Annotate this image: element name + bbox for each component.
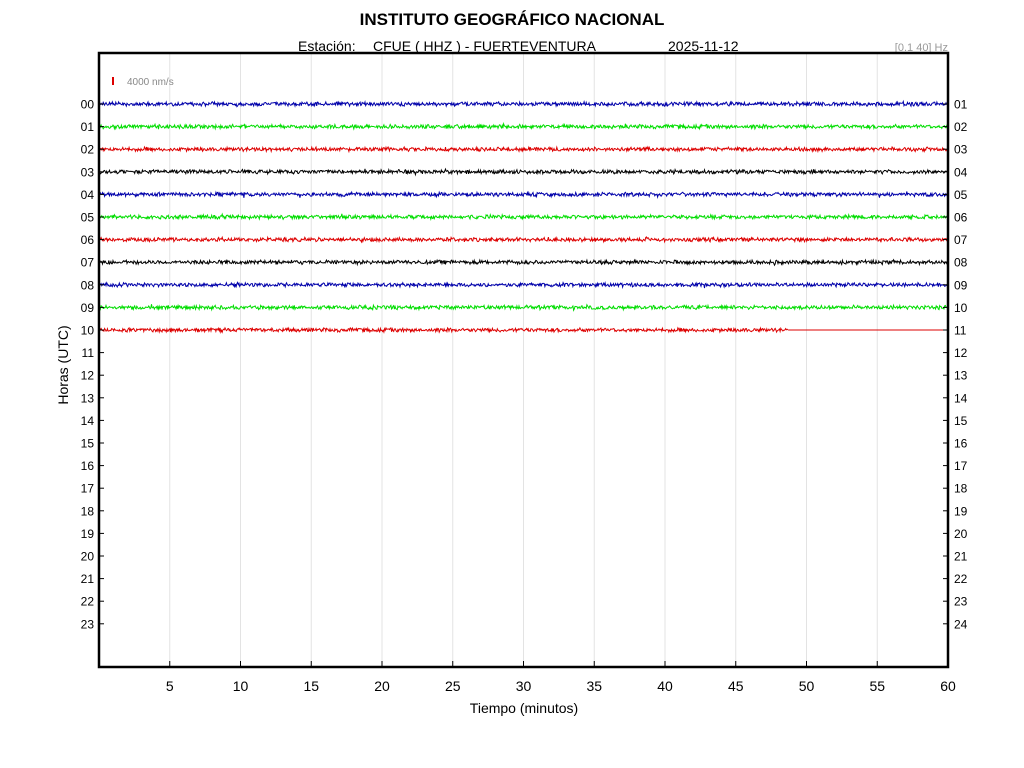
trace-hour-07 [98,258,948,267]
y-tick-label-right: 02 [954,120,968,134]
scale-bar [112,77,114,85]
y-tick-label-right: 22 [954,572,968,586]
trace-hour-01 [98,121,948,131]
y-tick-label-left: 10 [81,324,95,338]
y-tick-label-right: 21 [954,550,968,564]
y-tick-label-right: 11 [954,324,967,338]
y-axis-label: Horas (UTC) [55,325,71,405]
trace-hour-05 [98,212,948,221]
station-label: Estación: [298,38,356,54]
y-tick-label-right: 10 [954,301,968,315]
y-tick-label-right: 20 [954,527,968,541]
x-tick-label: 40 [657,678,673,694]
y-tick-label-left: 11 [82,346,95,360]
y-tick-label-left: 01 [81,120,95,134]
y-tick-label-left: 17 [81,482,95,496]
trace-hour-02 [98,145,948,154]
y-tick-label-right: 23 [954,595,968,609]
y-tick-label-left: 02 [81,143,95,157]
trace-hour-06 [98,235,948,244]
y-tick-label-left: 14 [81,414,95,428]
x-tick-label: 20 [374,678,390,694]
y-tick-label-left: 18 [81,504,95,518]
y-tick-label-right: 17 [954,459,968,473]
chart-title: INSTITUTO GEOGRÁFICO NACIONAL [359,10,665,29]
y-tick-label-right: 07 [954,233,968,247]
trace-hour-09 [98,303,948,312]
x-axis-label: Tiempo (minutos) [469,700,579,716]
y-tick-label-right: 16 [954,437,968,451]
y-tick-label-left: 22 [81,595,95,609]
y-tick-label-left: 16 [81,459,95,473]
record-date: 2025-11-12 [668,38,739,54]
x-tick-label: 45 [728,678,744,694]
x-tick-label: 55 [869,678,885,694]
x-tick-label: 50 [799,678,815,694]
y-tick-label-left: 04 [81,188,95,202]
trace-hour-03 [98,167,948,177]
trace-hour-00 [98,99,948,108]
y-tick-label-right: 15 [954,414,968,428]
y-tick-label-right: 08 [954,256,968,270]
y-tick-label-right: 24 [954,617,968,631]
y-tick-label-right: 13 [954,369,968,383]
y-tick-label-right: 14 [954,391,968,405]
trace-hour-10 [98,326,789,334]
station-name: CFUE ( HHZ ) - FUERTEVENTURA [373,38,596,54]
y-tick-label-left: 15 [81,437,95,451]
trace-hour-04 [98,190,948,199]
y-tick-label-left: 03 [81,165,95,179]
y-tick-label-right: 12 [954,346,968,360]
y-tick-label-right: 09 [954,278,968,292]
y-tick-label-left: 05 [81,211,95,225]
y-tick-label-left: 09 [81,301,95,315]
y-tick-label-left: 12 [81,369,95,383]
x-tick-label: 30 [516,678,532,694]
y-tick-label-left: 08 [81,278,95,292]
x-tick-label: 10 [233,678,249,694]
x-tick-label: 35 [586,678,602,694]
x-tick-label: 5 [166,678,174,694]
scale-label: 4000 nm/s [127,77,174,88]
y-tick-label-left: 19 [81,527,95,541]
filter-band: [0.1 40] Hz [894,42,948,54]
y-tick-label-right: 04 [954,165,968,179]
y-tick-label-right: 19 [954,504,968,518]
trace-hour-08 [98,280,948,290]
y-tick-label-right: 06 [954,211,968,225]
y-tick-label-right: 05 [954,188,968,202]
y-tick-label-right: 01 [954,98,968,112]
y-tick-label-right: 03 [954,143,968,157]
x-tick-label: 60 [940,678,956,694]
y-tick-label-left: 07 [81,256,95,270]
y-tick-label-left: 06 [81,233,95,247]
x-tick-label: 25 [445,678,461,694]
y-tick-label-left: 00 [81,98,95,112]
y-tick-label-left: 21 [81,572,95,586]
y-tick-label-left: 20 [81,550,95,564]
y-tick-label-right: 18 [954,482,968,496]
y-tick-label-left: 23 [81,617,95,631]
x-tick-label: 15 [303,678,319,694]
y-tick-label-left: 13 [81,391,95,405]
